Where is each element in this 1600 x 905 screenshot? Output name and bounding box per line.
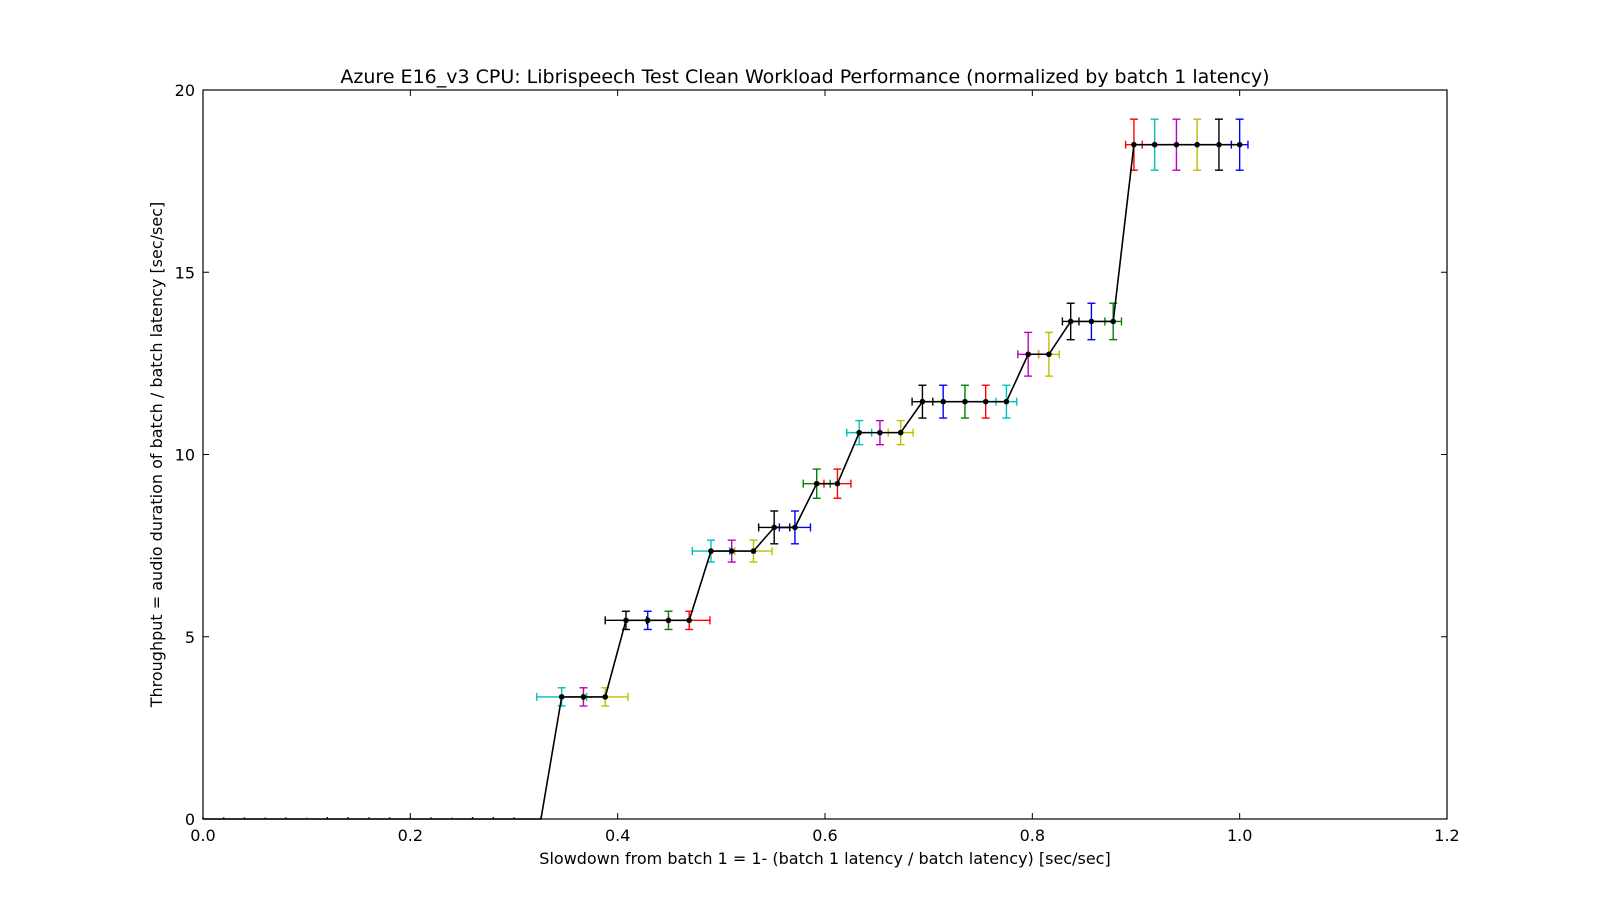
data-point xyxy=(665,617,672,624)
data-point xyxy=(1236,141,1243,148)
data-point xyxy=(919,398,926,405)
data-point xyxy=(708,548,714,554)
data-point xyxy=(1194,141,1200,148)
data-point xyxy=(750,548,757,554)
data-point xyxy=(1003,398,1010,405)
y-axis-label: Throughput = audio duration of batch / b… xyxy=(147,202,166,709)
y-tick-label: 20 xyxy=(175,81,195,100)
data-point xyxy=(1110,318,1116,325)
data-point xyxy=(897,429,904,436)
data-point xyxy=(940,398,946,405)
x-tick-label: 1.2 xyxy=(1434,826,1459,845)
chart-marks xyxy=(202,118,1249,820)
data-point xyxy=(1216,141,1222,148)
data-point xyxy=(856,429,863,436)
data-point xyxy=(1067,318,1074,325)
x-tick-label: 1.0 xyxy=(1227,826,1252,845)
y-tick-label: 10 xyxy=(175,446,195,465)
x-tick-label: 0.8 xyxy=(1020,826,1045,845)
data-point xyxy=(728,548,735,554)
y-tick-label: 15 xyxy=(175,263,195,282)
x-axis-label: Slowdown from batch 1 = 1- (batch 1 late… xyxy=(539,849,1110,868)
plot-frame xyxy=(202,89,1448,820)
data-point xyxy=(962,398,968,405)
data-point xyxy=(1025,351,1031,358)
x-tick-label: 0.2 xyxy=(398,826,423,845)
data-point xyxy=(558,694,565,700)
data-point xyxy=(1151,141,1158,148)
chart-title: Azure E16_v3 CPU: Librispeech Test Clean… xyxy=(340,66,1269,88)
y-tick-label: 0 xyxy=(185,810,195,829)
data-point xyxy=(1131,141,1137,148)
data-point xyxy=(834,480,841,487)
y-tick-label: 5 xyxy=(185,628,195,647)
x-tick-label: 0.0 xyxy=(190,826,215,845)
data-point xyxy=(877,429,883,436)
data-point xyxy=(982,398,989,405)
x-tick-label: 0.6 xyxy=(812,826,837,845)
data-point xyxy=(1173,141,1180,148)
data-point xyxy=(686,617,692,624)
data-point xyxy=(580,694,587,700)
data-point xyxy=(1088,318,1095,325)
data-point xyxy=(792,524,798,531)
data-point xyxy=(602,694,609,700)
data-point xyxy=(813,480,820,487)
data-point xyxy=(644,617,651,624)
data-point xyxy=(623,617,629,624)
axis-ticks: 0.0 0.2 0.4 0.6 0.8 1.0 1.2 0 5 10 15 20 xyxy=(175,81,1460,845)
data-point xyxy=(1046,351,1052,358)
data-point xyxy=(771,524,778,531)
x-tick-label: 0.4 xyxy=(605,826,630,845)
series-line xyxy=(203,143,1240,820)
